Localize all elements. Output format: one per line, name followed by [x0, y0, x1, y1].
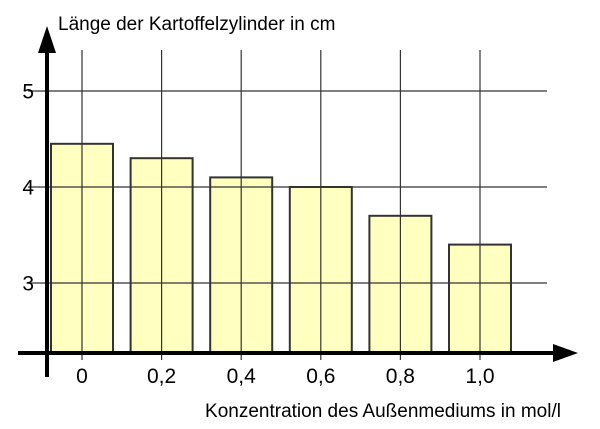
x-axis-label: Konzentration des Außenmediums in mol/l: [205, 401, 561, 422]
x-axis-arrowhead-icon: [553, 344, 578, 362]
x-tick-label: 0: [76, 365, 88, 388]
bars-group: [50, 142, 512, 354]
x-tick-label: 1,0: [465, 365, 494, 388]
grid-group: [28, 50, 547, 360]
y-tick-label: 3: [22, 273, 34, 296]
chart-title: Länge der Kartoffelzylinder in cm: [58, 14, 335, 35]
tick-labels-group: 0 0,2 0,4 0,6 0,8 1,0 5 4 3: [22, 81, 494, 389]
y-axis-arrowhead-icon: [38, 26, 56, 53]
axes-group: [18, 26, 578, 377]
x-tick-label: 0,2: [147, 365, 176, 388]
x-tick-label: 0,4: [227, 365, 257, 388]
y-tick-label: 5: [22, 81, 34, 104]
x-tick-label: 0,6: [306, 365, 335, 388]
x-tick-label: 0,8: [386, 365, 415, 388]
y-tick-label: 4: [22, 177, 34, 200]
